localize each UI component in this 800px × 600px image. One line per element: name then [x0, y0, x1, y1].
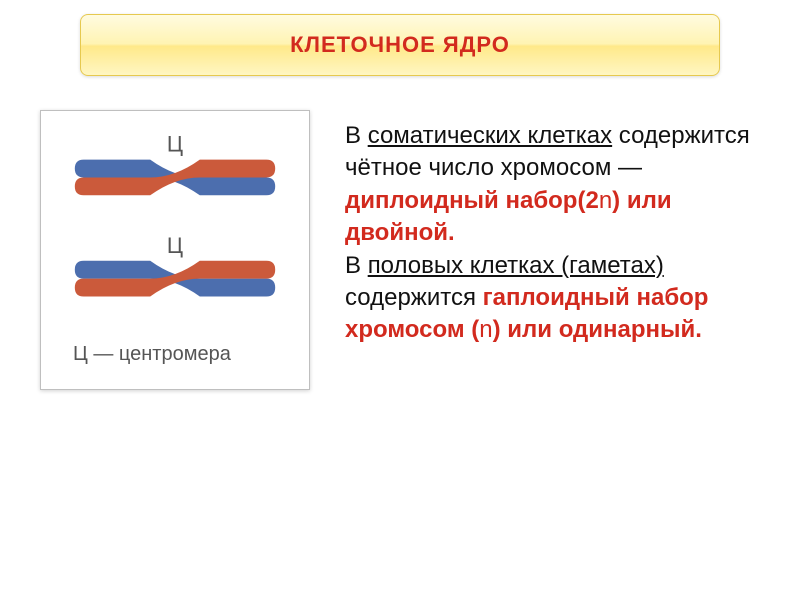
chromosome-figure: Ц Ц Ц — центромера: [40, 110, 310, 390]
txt-1: В: [345, 122, 368, 149]
centromere-label-top: Ц: [167, 132, 183, 157]
txt-gametes: половых клетках (гаметах): [368, 252, 664, 279]
title-banner: КЛЕТОЧНОЕ ЯДРО: [80, 14, 720, 76]
txt-haploid-n: n: [479, 316, 492, 343]
page-title: КЛЕТОЧНОЕ ЯДРО: [290, 32, 510, 58]
centromere-label-bottom: Ц: [167, 233, 183, 258]
txt-diploid-a: диплоидный набор(2: [345, 187, 599, 214]
figure-caption: Ц — центромера: [51, 343, 299, 366]
txt-somatic: соматических клетках: [368, 122, 612, 149]
txt-diploid-n: n: [599, 187, 612, 214]
txt-7: содержится: [345, 284, 483, 311]
chromosome-svg: Ц Ц: [51, 129, 299, 339]
txt-haploid-b: ) или одинарный.: [493, 316, 702, 343]
txt-5: В: [345, 252, 368, 279]
body-paragraph: В соматических клетках содержится чётное…: [345, 120, 775, 347]
